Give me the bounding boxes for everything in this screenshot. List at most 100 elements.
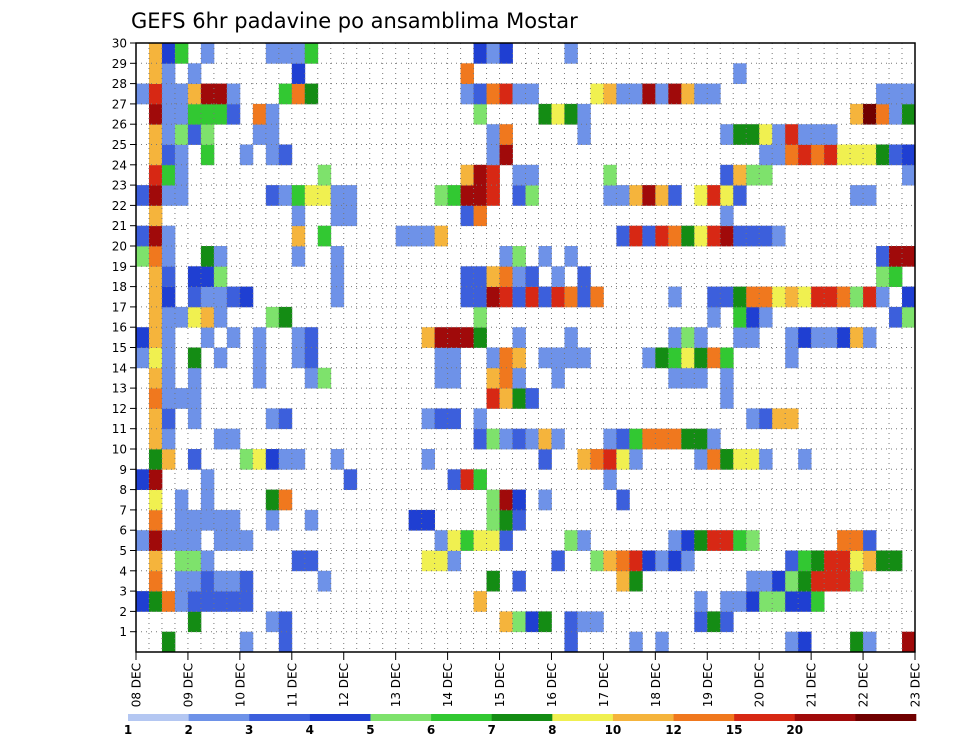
heatmap-cell <box>343 205 358 227</box>
heatmap-cell <box>785 631 799 653</box>
heatmap-cell <box>278 489 293 511</box>
heatmap-cell <box>460 327 474 348</box>
heatmap-cell <box>200 103 215 125</box>
heatmap-cell <box>161 124 176 145</box>
y-tick-label: 18 <box>112 280 127 294</box>
heatmap-cell <box>200 509 215 531</box>
y-tick-label: 5 <box>119 544 127 558</box>
heatmap-cell <box>785 550 799 572</box>
heatmap-cell <box>148 185 163 206</box>
heatmap-cell <box>759 286 773 308</box>
heatmap-cell <box>525 83 539 105</box>
heatmap-cell <box>304 327 319 348</box>
heatmap-cell <box>525 428 539 450</box>
heatmap-cell <box>655 631 669 653</box>
heatmap-cell <box>200 43 215 64</box>
x-tick-label: 09 DEC <box>181 663 195 707</box>
heatmap-cell <box>161 347 176 369</box>
heatmap-cell <box>291 63 306 84</box>
heatmap-cell <box>512 509 526 531</box>
heatmap-cell <box>798 327 812 348</box>
chart-title: GEFS 6hr padavine po ansamblima Mostar <box>131 9 578 33</box>
heatmap-cell <box>707 428 721 450</box>
heatmap-cell <box>200 570 215 592</box>
heatmap-cell <box>213 591 228 612</box>
heatmap-cell <box>668 428 682 450</box>
heatmap-cell <box>317 225 332 247</box>
heatmap-cell <box>759 570 773 592</box>
heatmap-cell <box>876 550 890 572</box>
heatmap-cell <box>551 103 565 125</box>
heatmap-cell <box>486 266 500 287</box>
heatmap-cell <box>590 550 604 572</box>
heatmap-cell <box>668 185 682 206</box>
heatmap-cell <box>291 225 306 247</box>
heatmap-cell <box>148 306 163 328</box>
heatmap-cell <box>629 550 643 572</box>
heatmap-cell <box>304 550 319 572</box>
heatmap-cell <box>136 225 150 247</box>
heatmap-cell <box>226 103 241 125</box>
heatmap-cell <box>499 246 513 267</box>
heatmap-cell <box>252 449 267 470</box>
heatmap-cell <box>200 144 215 166</box>
heatmap-cell <box>525 388 539 409</box>
heatmap-cell <box>187 306 202 328</box>
heatmap-cell <box>863 327 877 348</box>
heatmap-cell <box>759 449 773 470</box>
x-tick-label: 17 DEC <box>597 663 611 707</box>
heatmap-cell <box>161 327 176 348</box>
heatmap-cell <box>460 63 474 84</box>
heatmap-cell <box>486 124 500 145</box>
heatmap-cell <box>603 164 617 186</box>
heatmap-cell <box>616 428 630 450</box>
heatmap-cell <box>174 164 189 186</box>
heatmap-cell <box>538 246 552 267</box>
heatmap-cell <box>460 185 474 206</box>
heatmap-cell <box>824 286 838 308</box>
heatmap-cell <box>824 144 838 166</box>
heatmap-cell <box>213 428 228 450</box>
heatmap-cell <box>694 225 708 247</box>
heatmap-cell <box>746 570 760 592</box>
heatmap-cell <box>746 530 760 551</box>
heatmap-cell <box>785 286 799 308</box>
heatmap-cell <box>148 408 163 430</box>
heatmap-cell <box>291 246 306 267</box>
heatmap-cell <box>226 428 241 450</box>
heatmap-cell <box>291 327 306 348</box>
heatmap-cell <box>590 611 604 633</box>
heatmap-cell <box>525 286 539 308</box>
heatmap-cell <box>733 185 747 206</box>
heatmap-cell <box>148 367 163 389</box>
heatmap-cell <box>655 83 669 105</box>
x-tick-label: 12 DEC <box>337 663 351 707</box>
heatmap-cell <box>525 164 539 186</box>
x-tick-label: 20 DEC <box>753 663 767 707</box>
x-tick-label: 10 DEC <box>233 663 247 707</box>
colorbar-swatch <box>734 714 796 721</box>
y-tick-label: 21 <box>112 219 127 233</box>
heatmap-cell <box>681 428 695 450</box>
heatmap-cell <box>174 83 189 105</box>
heatmap-cell <box>772 144 786 166</box>
heatmap-cell <box>538 611 552 633</box>
heatmap-cell <box>837 286 851 308</box>
heatmap-cell <box>174 124 189 145</box>
heatmap-cell <box>148 347 163 369</box>
heatmap-cell <box>174 43 189 64</box>
heatmap-cell <box>148 509 163 531</box>
heatmap-cell <box>629 428 643 450</box>
x-tick-label: 21 DEC <box>805 663 819 707</box>
heatmap-cell <box>265 489 280 511</box>
heatmap-cell <box>707 185 721 206</box>
heatmap-cell <box>447 469 461 490</box>
heatmap-cell <box>148 286 163 308</box>
heatmap-cell <box>720 449 734 470</box>
heatmap-cell <box>265 408 280 430</box>
heatmap-cell <box>499 286 513 308</box>
heatmap-cell <box>265 124 280 145</box>
heatmap-cell <box>720 530 734 551</box>
x-tick-label: 15 DEC <box>493 663 507 707</box>
